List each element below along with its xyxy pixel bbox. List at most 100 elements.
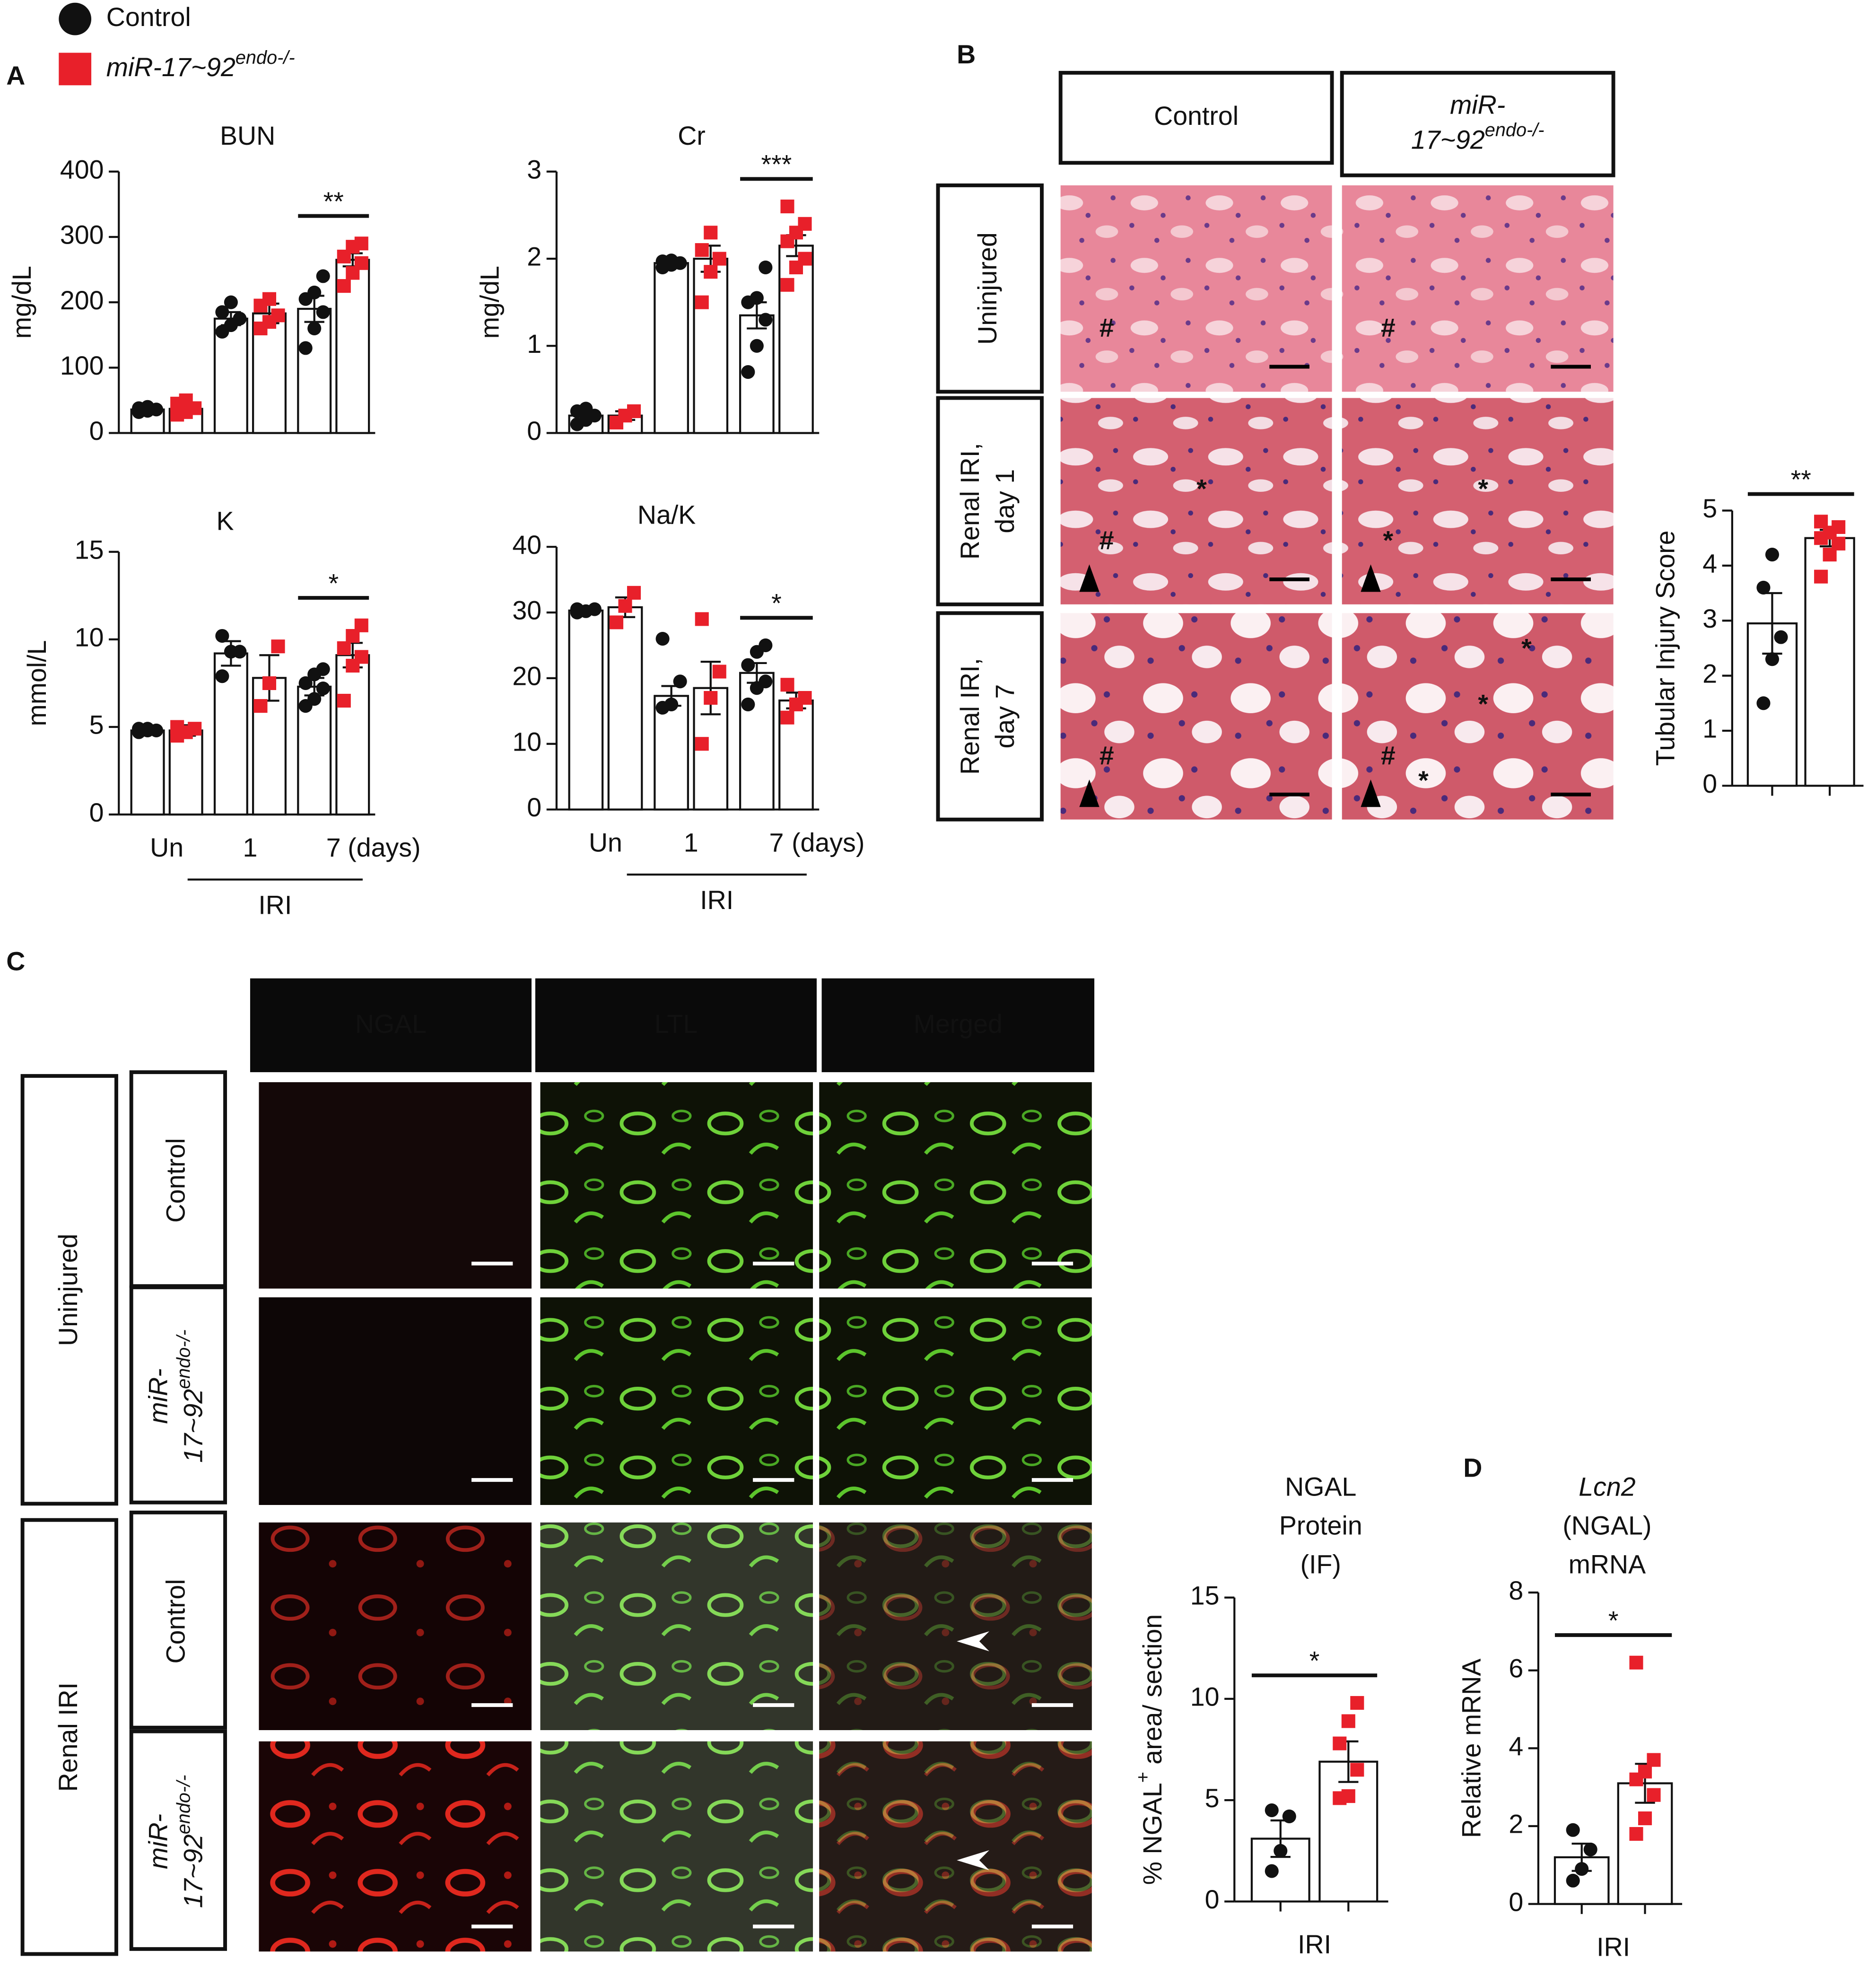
label-superscript: endo-/-: [174, 1775, 194, 1835]
arrowhead: [1361, 779, 1381, 807]
label-text: Uninjured: [973, 232, 1002, 345]
data-point: [1265, 1864, 1279, 1878]
x-tick-label: IRI: [1597, 1933, 1630, 1962]
data-point: [798, 252, 812, 266]
histology-mark: *: [1418, 766, 1429, 795]
y-tick-label: 400: [60, 155, 104, 184]
group-box: [20, 1074, 118, 1506]
data-point: [1647, 1788, 1661, 1802]
label-text: Renal IRI,: [955, 658, 985, 775]
bar: [778, 699, 814, 811]
histology-mark: #: [1099, 526, 1114, 555]
data-point: [271, 308, 285, 323]
label-line: day 1: [990, 469, 1020, 534]
data-point: [179, 393, 193, 407]
data-point: [215, 629, 229, 643]
label-line: 17~92endo-/-: [1411, 120, 1544, 154]
data-point: [140, 722, 155, 736]
x-tick-label: 1: [243, 833, 257, 862]
data-point: [253, 699, 268, 713]
data-point: [1350, 1696, 1364, 1710]
group-label: IRI: [700, 885, 733, 915]
data-point: [337, 279, 351, 293]
data-point: [262, 292, 277, 306]
label-text: 17~92: [178, 1389, 208, 1463]
row-header-box: [936, 183, 1044, 394]
data-point: [271, 639, 285, 654]
data-point: [215, 669, 229, 683]
legend-label: Control: [106, 2, 191, 32]
data-point: [712, 665, 726, 679]
label-line: Control: [161, 1138, 190, 1223]
significance-label: ***: [761, 150, 792, 179]
label: Renal IRI, day 1: [955, 443, 1020, 560]
label-line: Control: [1154, 101, 1239, 131]
label: Control: [161, 1138, 190, 1223]
data-point: [1274, 1844, 1288, 1858]
bar: [1318, 1760, 1379, 1903]
bar: [778, 245, 814, 434]
arrowhead: [1079, 779, 1099, 807]
histology-mark: #: [1381, 313, 1396, 342]
x-axis-label: (days): [792, 828, 864, 857]
data-point: [354, 618, 368, 632]
label-text: day 1: [990, 469, 1020, 534]
legend-name: Control: [106, 2, 191, 32]
micrograph: [1342, 398, 1614, 604]
data-point: [337, 641, 351, 655]
data-point: [337, 693, 351, 708]
data-point: [1333, 1736, 1347, 1750]
bar: [607, 606, 643, 811]
data-point: [316, 305, 330, 319]
bar: [1804, 537, 1855, 787]
y-axis-label-text: Relative mRNA: [1457, 1659, 1486, 1838]
micrograph: [259, 1297, 532, 1505]
chart-title: K: [217, 507, 234, 536]
y-tick-label: 200: [60, 286, 104, 315]
data-point: [1350, 1763, 1364, 1777]
arrowhead: [1079, 564, 1099, 592]
x-tick-label: Un: [589, 828, 622, 857]
row-header-box: [129, 1285, 227, 1504]
micrograph: [1060, 613, 1332, 820]
y-tick-label: 20: [512, 662, 541, 691]
y-axis-label: % NGAL+ area/ section: [1133, 1614, 1167, 1885]
micrograph: [1342, 185, 1614, 392]
histology-mark: *: [1478, 689, 1488, 718]
data-point: [1282, 1809, 1296, 1823]
histology-mark: #: [1099, 741, 1114, 770]
label-line: miR-: [143, 1814, 173, 1869]
data-point: [741, 365, 755, 379]
significance-label: **: [1791, 465, 1811, 494]
y-tick-label: 1: [527, 329, 541, 359]
data-point: [695, 737, 709, 751]
label-line: Control: [161, 1579, 190, 1663]
data-point: [1756, 696, 1771, 710]
label-line: 17~92endo-/-: [174, 1775, 208, 1908]
label-text: 17~92: [1411, 125, 1485, 154]
chart-title: (IF): [1300, 1549, 1341, 1579]
label-line: Renal IRI,: [955, 658, 985, 775]
data-point: [587, 602, 602, 616]
y-tick-label: 15: [1190, 1581, 1220, 1610]
bar: [739, 672, 775, 811]
label: Control: [1154, 101, 1239, 131]
data-point: [140, 400, 155, 414]
label: miR-17~92endo-/-: [143, 1329, 208, 1463]
y-axis-label-text: Tubular Injury Score: [1650, 531, 1680, 766]
y-tick-label: 4: [1702, 549, 1717, 578]
data-point: [354, 650, 368, 664]
row-header-box: [936, 396, 1044, 606]
panel-label: A: [6, 61, 25, 90]
data-point: [1566, 1873, 1580, 1888]
channel-header: [535, 978, 817, 1072]
y-axis-label-text: % NGAL: [1138, 1783, 1167, 1885]
y-tick-label: 15: [75, 535, 104, 564]
data-point: [664, 697, 679, 711]
x-tick-label: 1: [684, 828, 698, 857]
data-point: [759, 260, 773, 275]
y-tick-label: 10: [75, 623, 104, 652]
micrograph-overlay: [819, 1741, 1092, 1952]
y-tick-label: 5: [89, 710, 104, 740]
